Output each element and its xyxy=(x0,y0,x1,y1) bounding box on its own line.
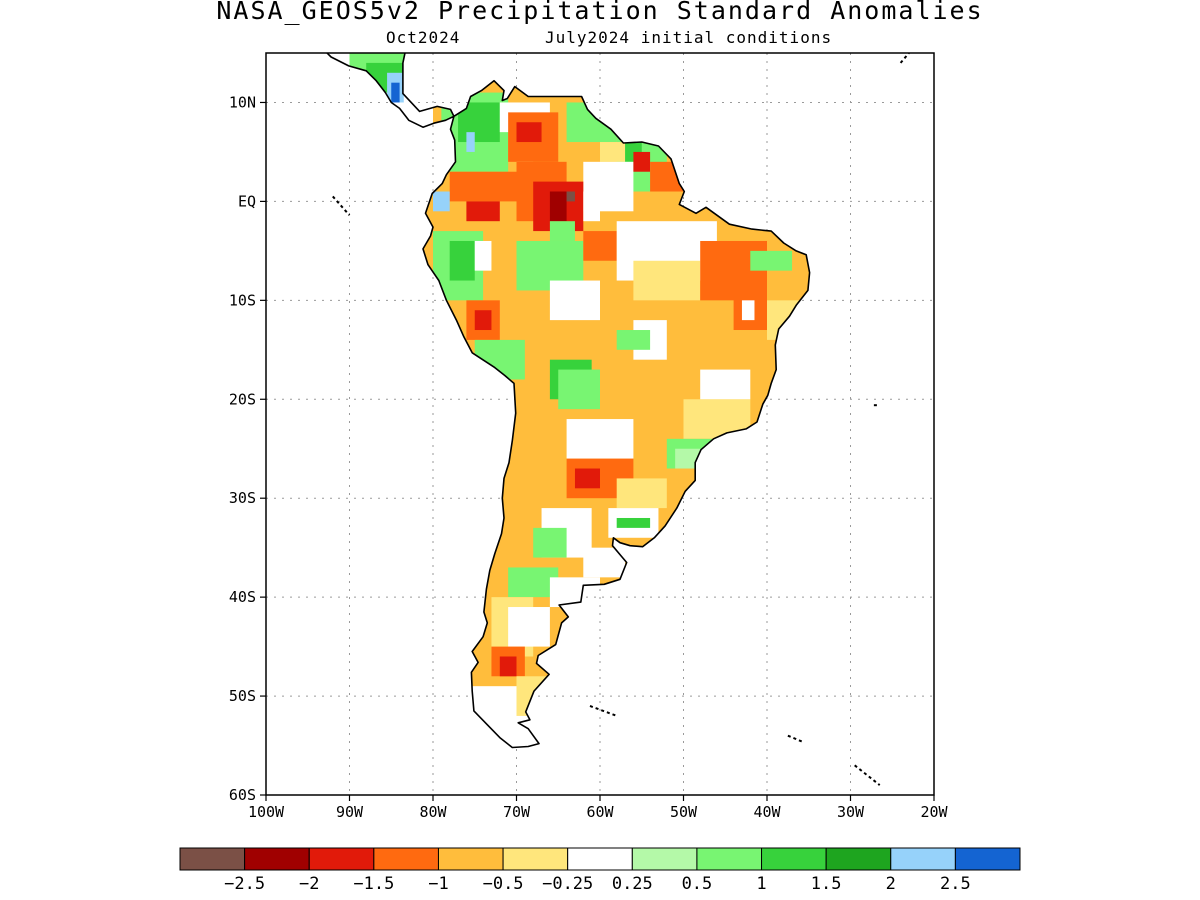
anomaly-patch xyxy=(549,191,567,222)
colorbar-swatch xyxy=(502,847,569,871)
anomaly-patch xyxy=(566,191,575,202)
anomaly-patch xyxy=(700,369,751,400)
colorbar-swatch xyxy=(179,847,246,871)
lon-tick-label: 20W xyxy=(920,803,948,821)
anomaly-patch xyxy=(433,191,450,212)
anomaly-patch xyxy=(750,250,793,271)
lon-tick-label: 30W xyxy=(837,803,865,821)
lat-tick-label: 30S xyxy=(229,489,256,507)
anomaly-patch xyxy=(499,656,517,677)
continent-outline xyxy=(325,53,811,749)
anomaly-patch xyxy=(633,260,701,301)
colorbar-label: −1 xyxy=(428,874,448,894)
anomaly-patch xyxy=(449,240,475,281)
colorbar-swatch xyxy=(373,847,439,871)
colorbar-label: 0.5 xyxy=(682,874,713,894)
anomaly-patch xyxy=(466,201,500,222)
colorbar-label: −2 xyxy=(299,874,319,894)
lat-tick-label: EQ xyxy=(238,192,256,210)
colorbar-label: 2.5 xyxy=(940,874,971,894)
lon-tick-label: 50W xyxy=(670,803,698,821)
lon-tick-label: 90W xyxy=(336,803,364,821)
anomaly-patch xyxy=(600,142,626,162)
anomaly-patch xyxy=(675,448,701,469)
colorbar-swatch xyxy=(308,847,375,871)
axis-ticks xyxy=(260,101,935,801)
anomaly-patch xyxy=(741,300,755,321)
anomaly-patch xyxy=(516,122,542,143)
anomaly-patch xyxy=(616,517,651,528)
anomaly-patch xyxy=(574,468,600,489)
anomaly-patch xyxy=(533,527,567,558)
anomaly-patch xyxy=(508,607,550,647)
colorbar-label: 2 xyxy=(886,874,896,894)
lat-tick-label: 60S xyxy=(229,786,256,804)
colorbar-swatch xyxy=(244,847,310,871)
colorbar-swatch xyxy=(761,847,827,871)
island-outline xyxy=(854,764,881,786)
colorbar-label: 1 xyxy=(756,874,766,894)
anomaly-patch xyxy=(583,191,600,222)
island-outline xyxy=(899,53,910,64)
anomaly-patch xyxy=(633,151,651,172)
lat-tick-label: 10S xyxy=(229,291,256,309)
island-outline xyxy=(554,18,592,23)
colorbar-swatch xyxy=(567,847,633,871)
island-outline xyxy=(787,734,803,743)
map-title: NASA_GEOS5v2 Precipitation Standard Anom… xyxy=(216,0,984,25)
lon-tick-label: 60W xyxy=(586,803,614,821)
lon-tick-label: 40W xyxy=(753,803,781,821)
anomaly-patch xyxy=(466,132,475,152)
anomaly-patch xyxy=(474,310,492,331)
island-outline xyxy=(332,195,351,216)
anomaly-patch xyxy=(566,419,634,459)
island-outline xyxy=(589,705,618,717)
colorbar-swatch xyxy=(954,847,1021,871)
colorbar-label: −2.5 xyxy=(224,874,265,894)
lon-tick-label: 80W xyxy=(419,803,447,821)
anomaly-patch xyxy=(616,478,667,509)
colorbar-swatch xyxy=(437,847,504,871)
latitude-labels: 10N EQ 10S 20S 30S 40S 50S 60S xyxy=(229,93,256,804)
colorbar-label: 0.25 xyxy=(612,874,653,894)
colorbar-swatch xyxy=(631,847,698,871)
anomaly-patch xyxy=(549,221,575,241)
colorbar-label: −0.25 xyxy=(542,874,593,894)
colorbar-swatch xyxy=(696,847,763,871)
longitude-labels: 100W 90W 80W 70W 60W 50W 40W 30W 20W xyxy=(248,803,949,821)
lat-tick-label: 20S xyxy=(229,390,256,408)
colorbar-label: −0.5 xyxy=(483,874,524,894)
anomaly-patch xyxy=(391,82,400,103)
anomaly-patch xyxy=(583,231,617,261)
colorbar-swatch xyxy=(825,847,892,871)
colorbar-label: 1.5 xyxy=(811,874,842,894)
anomaly-patch xyxy=(474,240,492,271)
anomaly-patch xyxy=(549,280,600,321)
colorbar: −2.5 −2 −1.5 −1 −0.5 −0.25 0.25 0.5 1 1.5 2 2.5 xyxy=(179,847,1021,894)
anomaly-patch xyxy=(558,369,600,410)
lat-tick-label: 10N xyxy=(229,93,256,111)
forecast-month: Oct2024 xyxy=(386,28,461,47)
lon-tick-label: 70W xyxy=(503,803,531,821)
colorbar-swatch xyxy=(890,847,956,871)
lon-tick-label: 100W xyxy=(248,803,285,821)
lat-tick-label: 40S xyxy=(229,588,256,606)
colorbar-label: −1.5 xyxy=(353,874,394,894)
coastlines xyxy=(325,18,910,786)
initial-conditions: July2024 initial conditions xyxy=(545,28,833,47)
anomaly-patch xyxy=(616,330,651,350)
lat-tick-label: 50S xyxy=(229,687,256,705)
anomaly-patch xyxy=(449,171,517,202)
